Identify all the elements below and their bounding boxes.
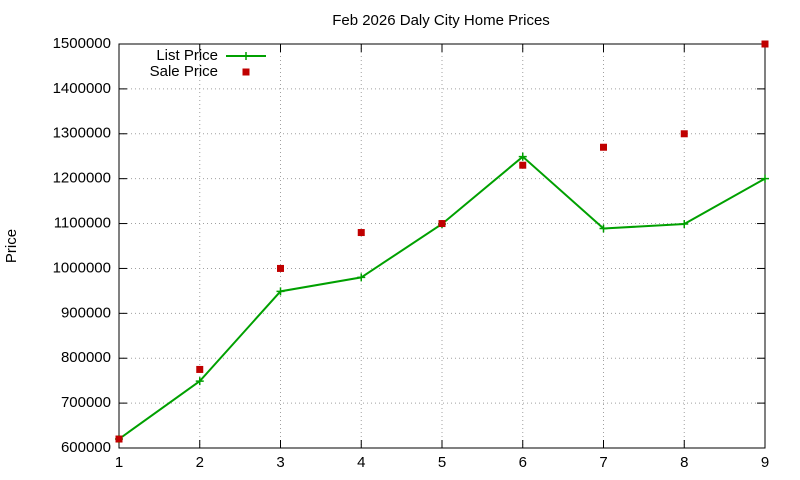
legend-label: Sale Price: [150, 63, 218, 80]
x-tick-label: 8: [680, 454, 688, 471]
x-tick-label: 5: [438, 454, 446, 471]
point: [761, 40, 769, 48]
x-tick-label: 4: [357, 454, 365, 471]
point: [195, 377, 204, 386]
point: [519, 161, 527, 169]
point: [357, 273, 366, 282]
point: [518, 152, 527, 161]
point: [600, 143, 607, 151]
point: [276, 287, 285, 296]
x-tick-label: 1: [115, 454, 123, 471]
point: [599, 224, 608, 233]
point: [196, 365, 204, 373]
y-tick-label: 1400000: [53, 80, 111, 97]
y-tick-label: 1500000: [53, 35, 111, 52]
point: [277, 264, 284, 272]
chart-title: Feb 2026 Daly City Home Prices: [332, 12, 550, 29]
y-tick-label: 700000: [61, 394, 111, 411]
legend-marker: [242, 68, 250, 76]
x-tick-label: 6: [519, 454, 527, 471]
y-tick-label: 1000000: [53, 259, 111, 276]
point: [438, 220, 446, 228]
plot-frame: [118, 43, 766, 449]
y-tick-label: 1100000: [54, 215, 111, 232]
y-tick-label: 1300000: [53, 125, 111, 142]
x-tick-label: 7: [599, 454, 607, 471]
y-tick-label: 800000: [61, 349, 111, 366]
legend-label: List Price: [156, 47, 218, 64]
point: [680, 220, 689, 229]
x-tick-label: 2: [196, 454, 204, 471]
point: [680, 130, 688, 138]
point: [357, 229, 365, 237]
x-tick-label: 9: [761, 454, 769, 471]
y-axis-label: Price: [3, 229, 20, 263]
y-tick-label: 900000: [61, 304, 111, 321]
x-tick-label: 3: [276, 454, 284, 471]
legend-marker: [242, 52, 250, 60]
point: [115, 435, 123, 443]
point: [761, 174, 769, 183]
y-tick-label: 600000: [61, 439, 111, 456]
y-tick-label: 1200000: [53, 170, 111, 187]
